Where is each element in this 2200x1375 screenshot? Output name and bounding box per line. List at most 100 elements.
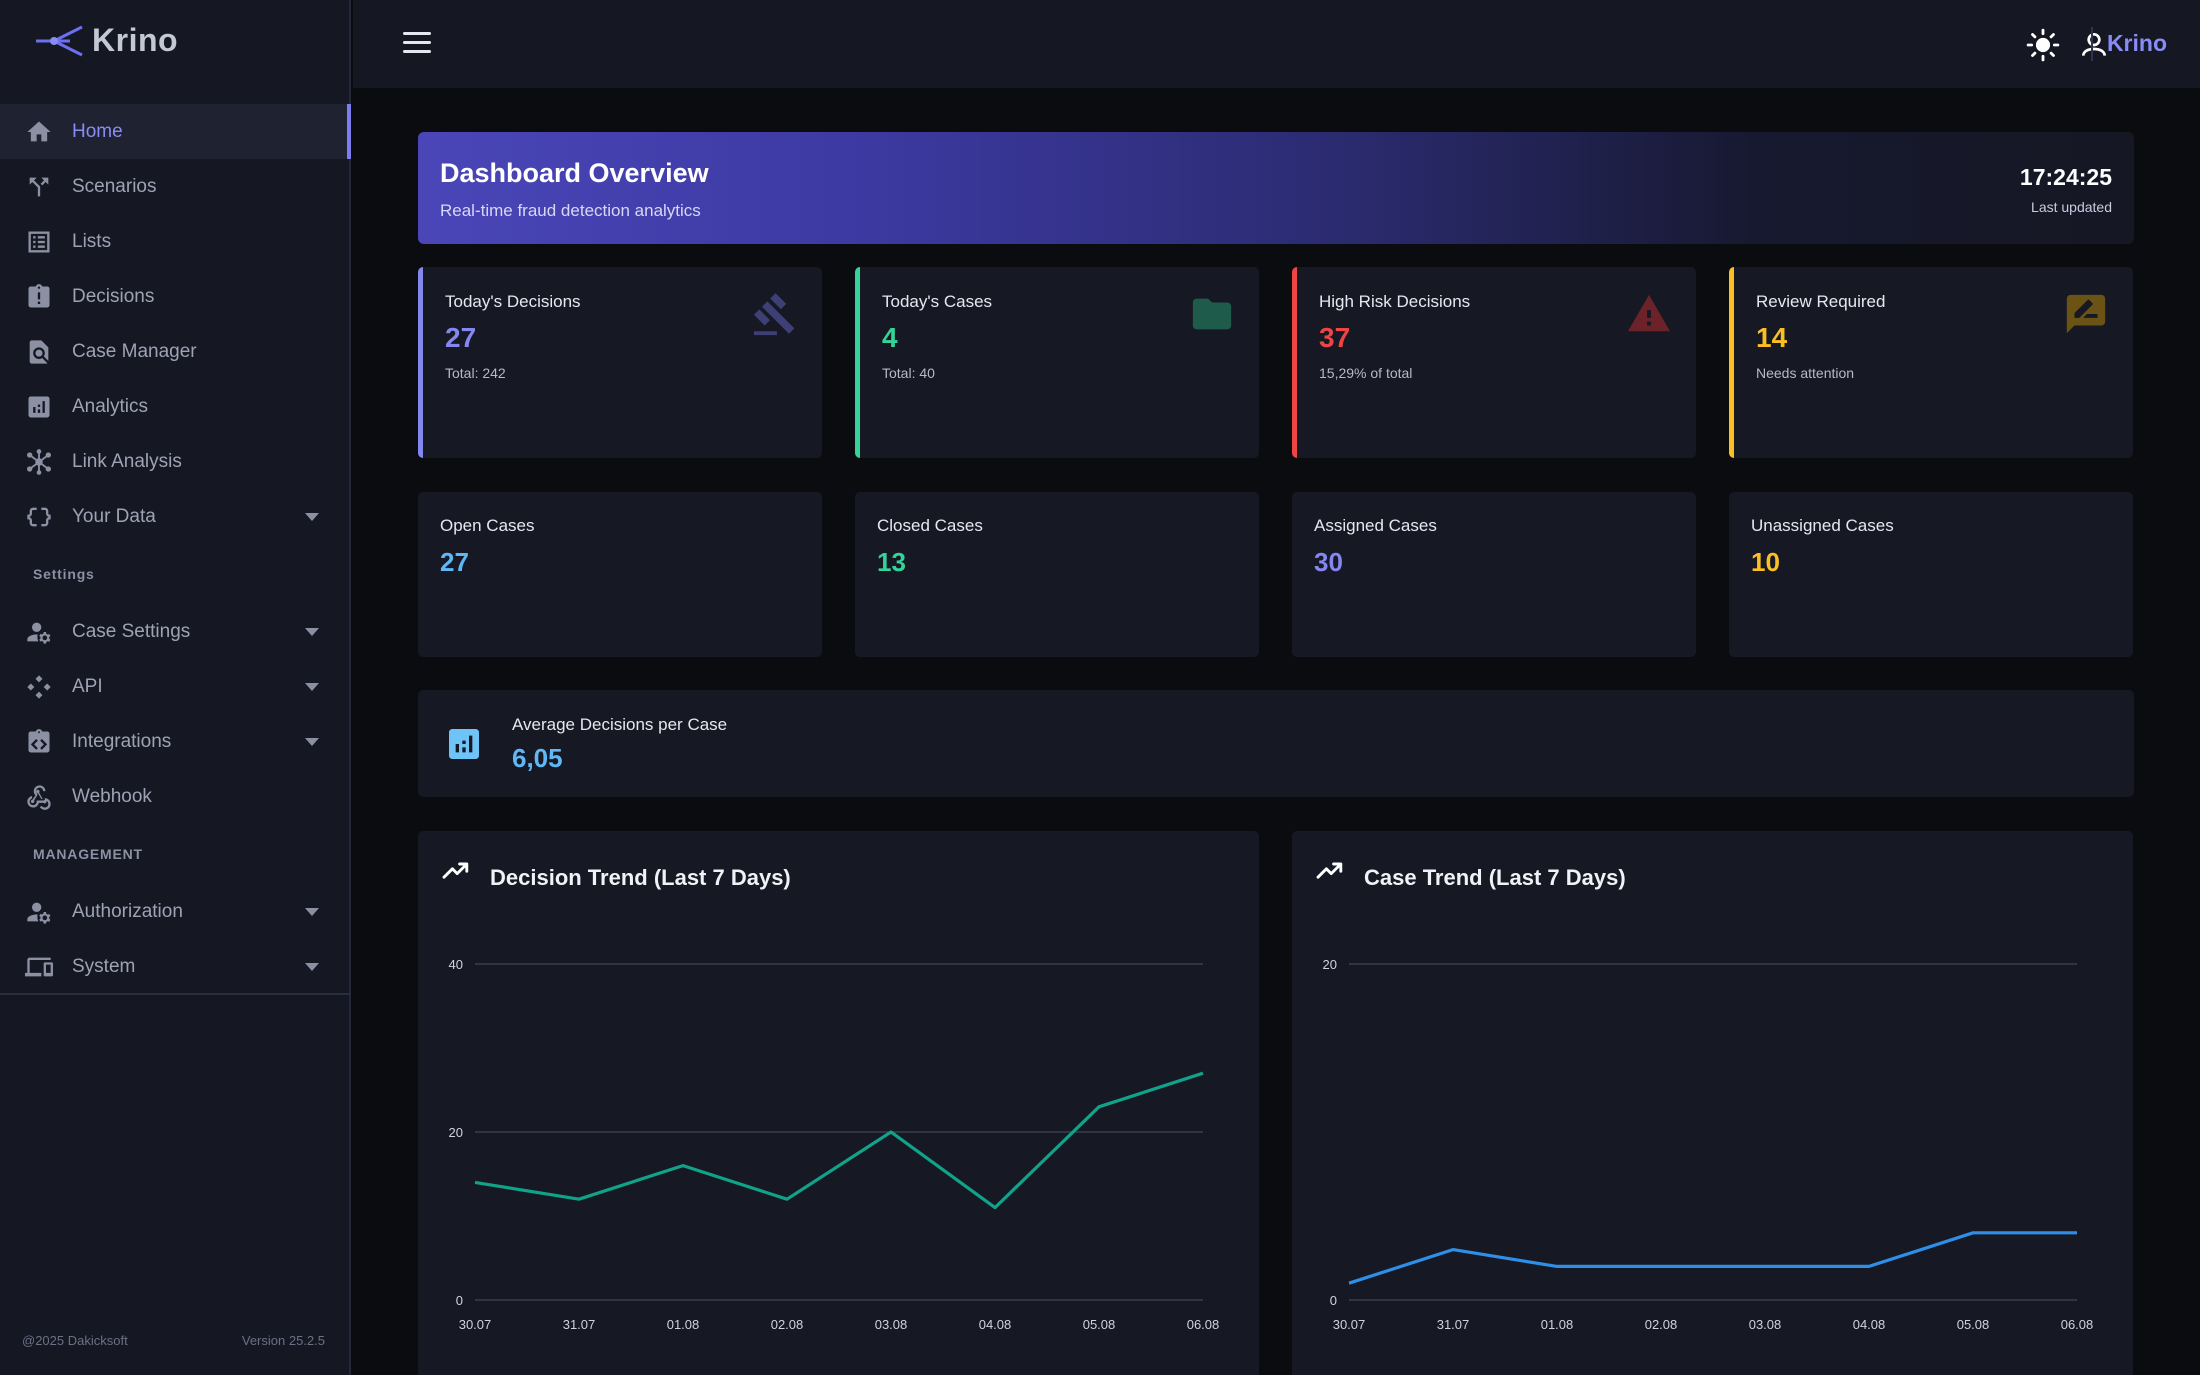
- sidebar-item-label: Integrations: [72, 730, 172, 752]
- home-icon: [24, 117, 54, 147]
- gavel-icon: [753, 293, 795, 336]
- sidebar-item-analytics[interactable]: Analytics: [0, 379, 351, 434]
- sidebar-item-label: Analytics: [72, 395, 149, 417]
- sidebar-item-label: Authorization: [72, 900, 183, 922]
- menu-icon[interactable]: [403, 32, 431, 56]
- chevron-down-icon: [305, 908, 319, 916]
- analytics-icon: [24, 392, 54, 422]
- sidebar-item-label: Case Manager: [72, 340, 197, 362]
- count-label: Unassigned Cases: [1751, 516, 1894, 535]
- sidebar-item-system[interactable]: System: [0, 939, 351, 994]
- y-tick-label: 0: [456, 1293, 463, 1308]
- chevron-down-icon: [305, 963, 319, 971]
- count-label: Closed Cases: [877, 516, 983, 535]
- stat-card-review-required: Review Required 14 Needs attention: [1729, 267, 2133, 458]
- fork-icon: [24, 172, 54, 202]
- x-tick-label: 04.08: [1853, 1317, 1886, 1332]
- accent-bar: [1292, 267, 1297, 458]
- series-line: [1348, 1231, 2077, 1285]
- dashboard-banner: Dashboard Overview Real-time fraud detec…: [418, 132, 2134, 244]
- sidebar-item-decisions[interactable]: Decisions: [0, 269, 351, 324]
- y-tick-label: 20: [449, 1125, 463, 1140]
- sidebar-item-api[interactable]: API: [0, 659, 351, 714]
- sidebar-item-lists[interactable]: Lists: [0, 214, 351, 269]
- chart-title: Case Trend (Last 7 Days): [1364, 865, 1626, 890]
- sidebar-item-link-analysis[interactable]: Link Analysis: [0, 434, 351, 489]
- closed-cases-card: Closed Cases 13: [855, 492, 1259, 657]
- x-tick-label: 06.08: [1187, 1317, 1220, 1332]
- hub-icon: [24, 447, 54, 477]
- y-tick-label: 40: [449, 957, 463, 972]
- accent-bar: [418, 267, 423, 458]
- api-icon: [24, 672, 54, 702]
- decision-trend-plot: 0 20 40 30.07 31.07 01.08 02.08 03.08 04.08 05.08…: [449, 957, 1220, 1332]
- sidebar-item-your-data[interactable]: Your Data: [0, 489, 351, 544]
- open-cases-card: Open Cases 27: [418, 492, 822, 657]
- clipboard-alert-icon: [24, 282, 54, 312]
- y-tick-label: 20: [1323, 957, 1337, 972]
- stat-value: 4: [882, 322, 898, 353]
- count-label: Assigned Cases: [1314, 516, 1437, 535]
- copyright-text: @2025 Dakicksoft: [22, 1333, 128, 1348]
- x-tick-label: 30.07: [459, 1317, 492, 1332]
- stat-value: 37: [1319, 322, 1351, 353]
- light-mode-icon[interactable]: [2026, 28, 2060, 62]
- case-trend-chart: 0 20 30.07 31.07 01.08 02.08 03.08 04.08 05.08 06…: [1292, 831, 2133, 1375]
- stat-value: 27: [445, 322, 477, 353]
- sidebar: Krino Home Scenarios Lists Decisions Cas…: [0, 0, 351, 1375]
- krino-logo-icon: [36, 25, 83, 56]
- sidebar-item-label: Your Data: [72, 505, 156, 527]
- user-icon[interactable]: [2078, 29, 2110, 61]
- webhook-icon: [24, 782, 54, 812]
- count-value: 30: [1314, 547, 1343, 577]
- trending-up-icon: [1316, 862, 1343, 879]
- trending-up-icon: [442, 862, 469, 879]
- sidebar-item-case-settings[interactable]: Case Settings: [0, 604, 351, 659]
- sidebar-item-scenarios[interactable]: Scenarios: [0, 159, 351, 214]
- chevron-down-icon: [305, 513, 319, 521]
- x-tick-label: 06.08: [2061, 1317, 2094, 1332]
- version-text: Version 25.2.5: [241, 1333, 325, 1348]
- sidebar-divider: [0, 993, 351, 995]
- sidebar-item-case-manager[interactable]: Case Manager: [0, 324, 351, 379]
- topbar-divider: [2091, 27, 2093, 61]
- analytics-icon: [449, 729, 479, 759]
- sidebar-item-label: Home: [72, 120, 123, 142]
- assigned-cases-card: Assigned Cases 30: [1292, 492, 1696, 657]
- sidebar-item-label: Decisions: [72, 285, 155, 307]
- x-tick-label: 01.08: [1541, 1317, 1574, 1332]
- x-tick-label: 04.08: [979, 1317, 1012, 1332]
- page-title: Dashboard Overview: [440, 158, 709, 188]
- count-value: 13: [877, 547, 906, 577]
- average-value: 6,05: [512, 743, 563, 773]
- devices-icon: [24, 952, 54, 982]
- sidebar-item-label: API: [72, 675, 103, 697]
- stat-label: Today's Cases: [882, 292, 993, 311]
- manage-accounts-icon: [24, 617, 54, 647]
- stat-subtext: Total: 40: [882, 365, 935, 381]
- management-heading: MANAGEMENT: [33, 846, 143, 862]
- x-tick-label: 03.08: [1749, 1317, 1782, 1332]
- sidebar-item-webhook[interactable]: Webhook: [0, 769, 351, 824]
- x-tick-label: 01.08: [667, 1317, 700, 1332]
- chart-title: Decision Trend (Last 7 Days): [490, 865, 791, 890]
- topbar: Krino: [353, 0, 2200, 88]
- average-label: Average Decisions per Case: [512, 715, 728, 734]
- sidebar-item-integrations[interactable]: Integrations: [0, 714, 351, 769]
- case-trend-plot: 0 20 30.07 31.07 01.08 02.08 03.08 04.08 05.08 06…: [1323, 957, 2094, 1332]
- stat-subtext: Total: 242: [445, 365, 506, 381]
- stat-value: 14: [1756, 322, 1788, 353]
- stat-subtext: Needs attention: [1756, 365, 1855, 381]
- stat-card-todays-cases: Today's Cases 4 Total: 40: [855, 267, 1259, 458]
- x-tick-label: 05.08: [1957, 1317, 1990, 1332]
- sidebar-item-label: Case Settings: [72, 620, 191, 642]
- chevron-down-icon: [305, 628, 319, 636]
- app-logo[interactable]: Krino: [34, 22, 178, 59]
- x-tick-label: 05.08: [1083, 1317, 1116, 1332]
- sidebar-item-authorization[interactable]: Authorization: [0, 884, 351, 939]
- y-tick-label: 0: [1330, 1293, 1337, 1308]
- topbar-brand[interactable]: Krino: [2106, 30, 2167, 56]
- stat-card-todays-decisions: Today's Decisions 27 Total: 242: [418, 267, 822, 458]
- sidebar-item-home[interactable]: Home: [0, 104, 351, 159]
- settings-heading: Settings: [33, 566, 95, 582]
